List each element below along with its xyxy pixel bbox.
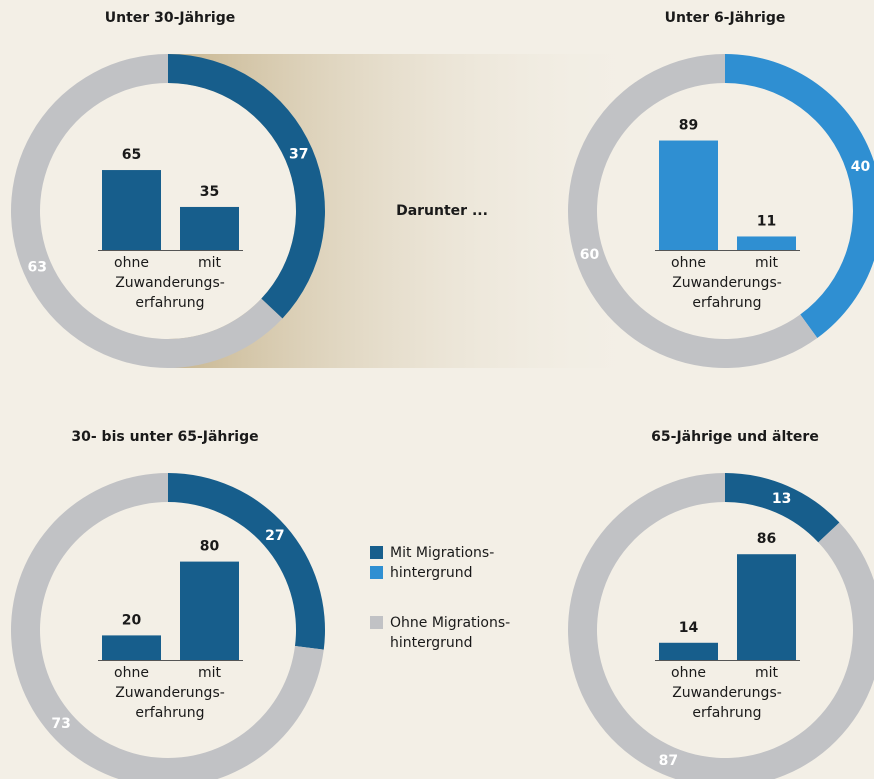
donut-segment	[725, 54, 874, 339]
chart-title: 65-Jährige und ältere	[651, 429, 819, 445]
bar-axis-label: erfahrung	[135, 705, 204, 721]
segment-label: 37	[289, 146, 308, 162]
bar-axis-label: Zuwanderungs-	[115, 685, 225, 701]
donut-segment	[168, 473, 325, 650]
donut-segment	[11, 54, 283, 368]
bar	[102, 170, 161, 250]
bar-category-label: mit	[755, 255, 779, 271]
annotation: Darunter ...	[396, 203, 488, 219]
segment-label: 13	[772, 491, 791, 507]
bar-category-label: mit	[755, 665, 779, 681]
bar-axis-label: erfahrung	[692, 295, 761, 311]
donut-segment	[168, 54, 326, 319]
legend-swatch	[370, 566, 383, 579]
bar	[737, 236, 796, 250]
bar-axis-label: Zuwanderungs-	[672, 685, 782, 701]
segment-label: 87	[659, 753, 678, 769]
legend-label: hintergrund	[390, 565, 473, 581]
donut-hole	[40, 83, 296, 339]
bar-category-label: ohne	[671, 255, 706, 271]
bar-value-label: 65	[122, 147, 141, 163]
bar-category-label: ohne	[114, 255, 149, 271]
bar-category-label: mit	[198, 665, 222, 681]
bar-value-label: 35	[200, 184, 219, 200]
donut-segment	[567, 54, 818, 368]
bar-category-label: mit	[198, 255, 222, 271]
segment-label: 40	[851, 159, 871, 175]
bar-axis-label: erfahrung	[692, 705, 761, 721]
legend-label: hintergrund	[390, 635, 473, 651]
legend-label: Ohne Migrations-	[390, 615, 510, 631]
bar-value-label: 20	[122, 612, 142, 628]
bar	[659, 140, 718, 250]
bar-value-label: 86	[757, 531, 776, 547]
legend-swatch	[370, 546, 383, 559]
legend-swatch	[370, 616, 383, 629]
bar-axis-label: Zuwanderungs-	[672, 275, 782, 291]
chart-title: Unter 30-Jährige	[105, 10, 235, 26]
bar-axis-label: erfahrung	[135, 295, 204, 311]
chart-title: 30- bis unter 65-Jährige	[71, 429, 258, 445]
bar-axis-label: Zuwanderungs-	[115, 275, 225, 291]
chart-title: Unter 6-Jährige	[665, 10, 786, 26]
segment-label: 63	[27, 260, 46, 276]
bar	[180, 561, 239, 660]
bar-value-label: 89	[679, 118, 698, 134]
segment-label: 27	[265, 528, 284, 544]
bar-category-label: ohne	[671, 665, 706, 681]
bar-value-label: 11	[757, 213, 776, 229]
segment-label: 60	[580, 247, 600, 263]
bar	[737, 554, 796, 660]
bar-value-label: 14	[679, 620, 699, 636]
bar-value-label: 80	[200, 539, 220, 555]
legend-label: Mit Migrations-	[390, 545, 494, 561]
bar	[659, 642, 718, 660]
donut-segment	[725, 473, 840, 543]
bar	[180, 206, 239, 250]
bar-category-label: ohne	[114, 665, 149, 681]
bar	[102, 635, 161, 660]
segment-label: 73	[51, 716, 70, 732]
